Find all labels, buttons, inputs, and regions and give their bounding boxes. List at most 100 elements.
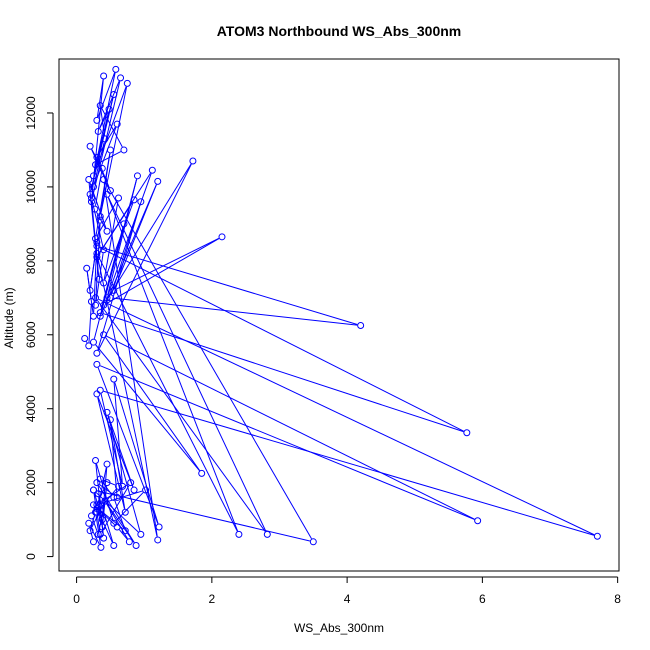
series-segment — [98, 298, 595, 536]
data-point — [137, 198, 145, 206]
data-point — [119, 482, 127, 490]
data-point — [89, 338, 97, 346]
y-tick-label: 8000 — [24, 247, 38, 274]
data-point — [101, 497, 109, 505]
series-segment — [86, 271, 94, 313]
series-segment — [95, 253, 104, 302]
series-segment — [93, 493, 101, 532]
data-point — [100, 279, 108, 287]
y-axis: 0 2000 4000 6000 8000 10000 12000 — [24, 96, 54, 560]
data-point — [103, 460, 111, 468]
data-point — [105, 105, 113, 113]
series-segment — [97, 367, 159, 524]
series-segment — [96, 200, 118, 236]
data-point — [132, 541, 140, 549]
data-point — [96, 475, 104, 483]
series-segment — [110, 423, 126, 509]
series-segment — [97, 163, 192, 351]
data-point — [86, 142, 94, 150]
data-point — [92, 508, 100, 516]
x-tick-label: 6 — [479, 592, 486, 606]
data-point — [121, 527, 129, 535]
data-point — [130, 196, 138, 204]
data-point — [142, 486, 150, 494]
series-segment — [95, 515, 101, 544]
data-point — [93, 360, 101, 368]
data-point — [103, 479, 111, 487]
series-segment — [110, 423, 118, 494]
chart-title: ATOM3 Northbound WS_Abs_300nm — [217, 23, 462, 39]
series-segment — [114, 500, 125, 528]
data-point — [112, 65, 120, 73]
data-point — [110, 90, 118, 98]
series-segment — [100, 246, 358, 326]
series-segment — [91, 81, 121, 199]
series-segment — [106, 238, 220, 304]
y-tick-label: 10000 — [24, 170, 38, 204]
series-segment — [113, 297, 358, 326]
data-point — [93, 505, 101, 513]
series-segment — [108, 197, 267, 532]
data-point — [103, 294, 111, 302]
data-point — [94, 530, 102, 538]
data-point — [89, 538, 97, 546]
series-segment — [99, 80, 120, 129]
series-segment — [105, 337, 201, 471]
data-point — [98, 164, 106, 172]
series-segment — [103, 182, 158, 537]
series-segment — [97, 256, 158, 537]
data-point — [110, 541, 118, 549]
data-point — [263, 530, 271, 538]
data-point — [189, 157, 197, 165]
data-point — [92, 294, 100, 302]
series-segment — [97, 72, 116, 118]
series-segment — [93, 227, 124, 339]
plot-frame — [58, 58, 620, 572]
series-segment — [92, 485, 106, 513]
data-point — [96, 216, 104, 224]
series-segment — [116, 237, 220, 290]
data-point — [87, 194, 95, 202]
series-segment — [119, 529, 128, 540]
data-point — [235, 530, 243, 538]
series-segment — [98, 504, 105, 532]
series-segment — [113, 382, 123, 483]
y-tick-label: 0 — [24, 553, 38, 560]
series-segment — [103, 201, 119, 280]
series-segment — [95, 153, 111, 236]
data-point — [93, 390, 101, 398]
data-point — [87, 198, 95, 206]
data-point — [96, 312, 104, 320]
series-segment — [97, 300, 266, 532]
series-segment — [99, 365, 475, 520]
x-axis: 0 2 4 6 8 — [73, 576, 621, 606]
series-segment — [96, 79, 104, 117]
y-tick-label: 12000 — [24, 96, 38, 130]
data-point — [86, 190, 94, 198]
data-point — [93, 153, 101, 161]
data-point — [98, 516, 106, 524]
data-point — [123, 79, 131, 87]
data-point — [127, 479, 135, 487]
data-point — [86, 286, 94, 294]
data-point — [98, 523, 106, 531]
data-point — [92, 235, 100, 243]
data-point — [96, 102, 104, 110]
data-point — [103, 190, 111, 198]
y-tick-label: 2000 — [24, 469, 38, 496]
data-point — [92, 301, 100, 309]
series-segment — [89, 526, 94, 539]
series-segment — [107, 415, 134, 487]
data-point — [101, 135, 109, 143]
data-point — [93, 238, 101, 246]
data-point — [95, 275, 103, 283]
data-point — [103, 227, 111, 235]
data-point — [198, 469, 206, 477]
data-point — [89, 312, 97, 320]
data-point — [106, 294, 114, 302]
series-segment — [110, 204, 141, 295]
data-point — [94, 490, 102, 498]
data-point — [113, 493, 121, 501]
data-point — [137, 530, 145, 538]
